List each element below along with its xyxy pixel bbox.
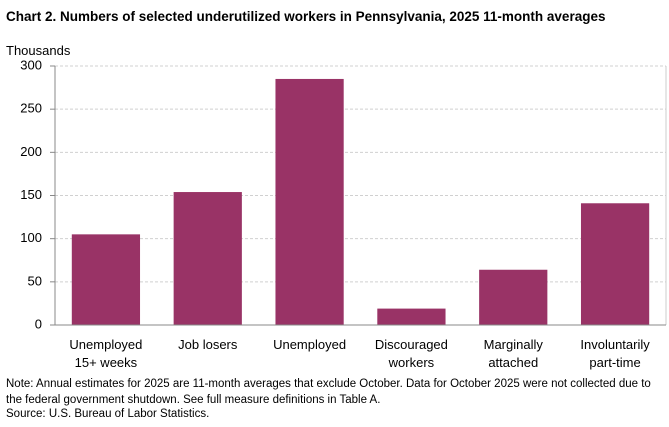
x-tick-label: Discouraged workers [374, 337, 448, 370]
x-tick-label: Unemployed 15+ weeks [69, 337, 143, 370]
y-tick-label: 50 [28, 273, 42, 288]
y-tick-label: 100 [20, 230, 42, 245]
source: Source: U.S. Bureau of Labor Statistics. [6, 408, 210, 420]
y-tick-label: 200 [20, 144, 42, 159]
y-tick-label: 300 [20, 57, 42, 72]
bar [275, 78, 344, 325]
y-axis-label: Thousands [6, 43, 71, 58]
y-tick-label: 250 [20, 101, 42, 116]
y-tick-label: 0 [35, 316, 42, 331]
x-tick-label: Job losers [178, 337, 238, 352]
bar [479, 269, 548, 325]
bar [580, 203, 650, 325]
bar [173, 192, 242, 325]
x-tick-label: Involuntarily part-time [580, 337, 650, 370]
x-tick-label: Unemployed [273, 337, 347, 352]
y-tick-label: 150 [20, 187, 42, 202]
x-tick-label: Marginally attached [483, 337, 543, 370]
bar [377, 308, 446, 325]
bar [71, 234, 141, 325]
chart-title: Chart 2. Numbers of selected underutiliz… [6, 9, 606, 24]
note: Note: Annual estimates for 2025 are 11-m… [6, 378, 651, 406]
